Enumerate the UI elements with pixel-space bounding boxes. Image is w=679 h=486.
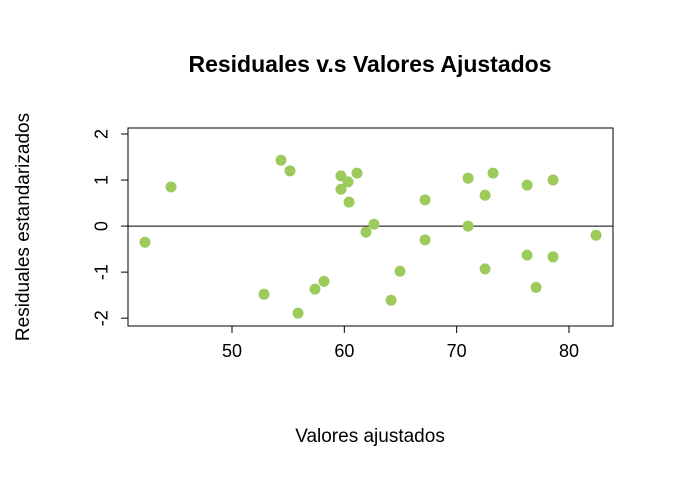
x-tick-label: 50: [222, 341, 242, 361]
point: [590, 229, 602, 241]
y-tick-label: 1: [92, 175, 112, 185]
x-tick-label: 80: [559, 341, 579, 361]
y-tick-label: -2: [92, 310, 112, 326]
point: [360, 226, 372, 238]
x-tick-label: 60: [334, 341, 354, 361]
point: [521, 249, 533, 261]
y-tick-label: -1: [92, 264, 112, 280]
y-tick-label: 2: [92, 129, 112, 139]
x-tick-label: 70: [447, 341, 467, 361]
point: [479, 263, 491, 275]
point: [165, 181, 177, 193]
point: [479, 189, 491, 201]
x-axis-label: Valores ajustados: [295, 426, 445, 447]
y-axis-label: Residuales estandarizados: [13, 113, 34, 341]
point: [275, 154, 287, 166]
point: [419, 234, 431, 246]
point: [521, 179, 533, 191]
chart-title: Residuales v.s Valores Ajustados: [188, 51, 551, 77]
point: [547, 174, 559, 186]
point: [368, 218, 380, 230]
point: [419, 194, 431, 206]
point: [292, 307, 304, 319]
point: [309, 283, 321, 295]
point: [394, 265, 406, 277]
point: [258, 288, 270, 300]
y-tick-label: 0: [92, 221, 112, 231]
point: [462, 220, 474, 232]
point: [139, 236, 151, 248]
point: [385, 294, 397, 306]
point: [487, 167, 499, 179]
point: [351, 167, 363, 179]
point: [530, 281, 542, 293]
point: [335, 183, 347, 195]
point: [342, 176, 354, 188]
plot-frame: [127, 127, 614, 327]
point: [547, 251, 559, 263]
point: [462, 172, 474, 184]
point: [284, 165, 296, 177]
point: [318, 275, 330, 287]
point: [343, 196, 355, 208]
